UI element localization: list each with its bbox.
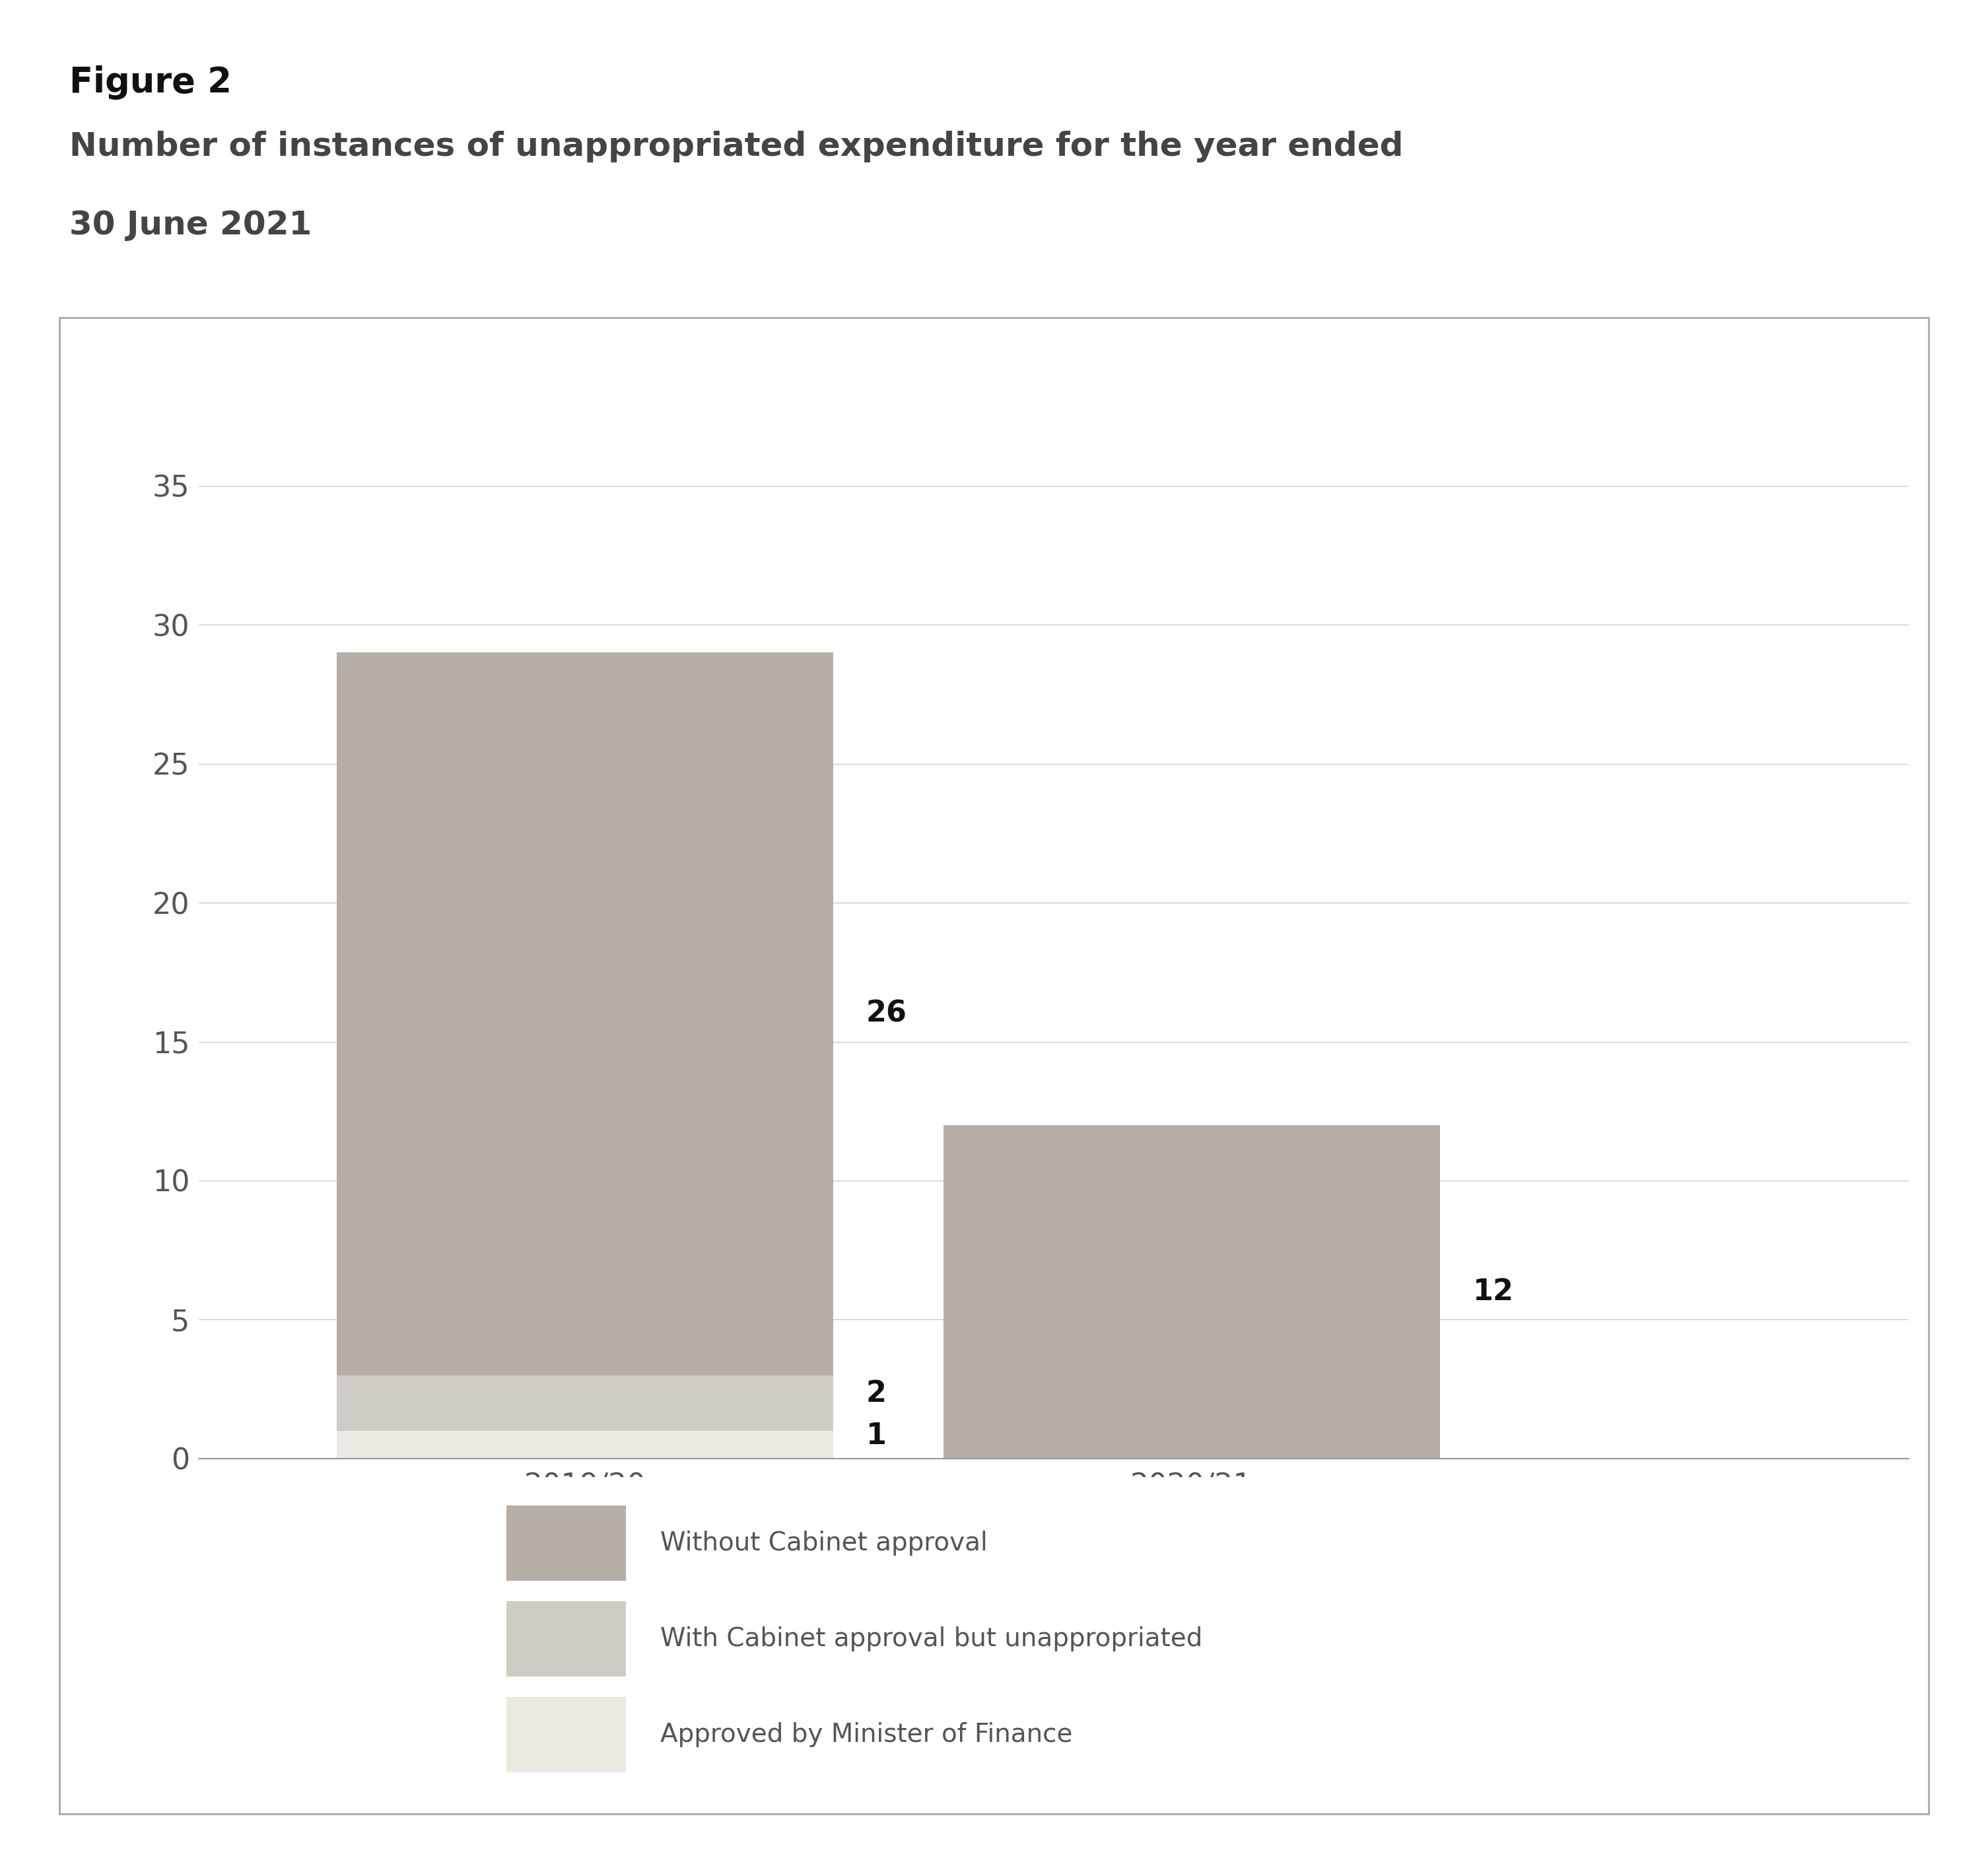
Text: Figure 2: Figure 2 [70, 65, 233, 99]
Text: Without Cabinet approval: Without Cabinet approval [660, 1530, 988, 1556]
Text: 1: 1 [867, 1421, 887, 1451]
Text: Number of instances of unappropriated expenditure for the year ended: Number of instances of unappropriated ex… [70, 131, 1404, 163]
Text: 26: 26 [867, 1000, 907, 1028]
Bar [944, 1126, 1439, 1459]
Bar [336, 1431, 833, 1459]
FancyBboxPatch shape [507, 1601, 626, 1676]
Bar [336, 1374, 833, 1431]
Text: Approved by Minister of Finance: Approved by Minister of Finance [660, 1722, 1074, 1747]
Bar [336, 653, 833, 1374]
FancyBboxPatch shape [507, 1698, 626, 1773]
Text: 30 June 2021: 30 June 2021 [70, 209, 312, 241]
Text: 12: 12 [1473, 1277, 1513, 1305]
FancyBboxPatch shape [507, 1505, 626, 1580]
Text: With Cabinet approval but unappropriated: With Cabinet approval but unappropriated [660, 1627, 1203, 1651]
Text: 2: 2 [867, 1380, 887, 1408]
